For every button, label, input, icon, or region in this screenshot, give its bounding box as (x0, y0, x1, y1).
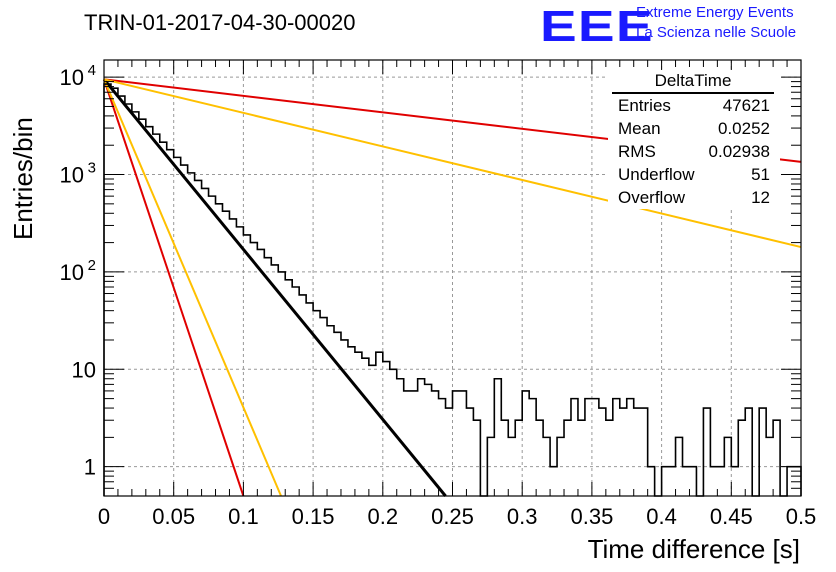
x-tick-label: 0.1 (228, 504, 259, 529)
x-axis-label: Time difference [s] (587, 534, 800, 564)
stats-value: 0.0252 (718, 119, 770, 138)
fit-curve (103, 79, 245, 497)
axis-ticks (103, 60, 802, 496)
logo-subtitle-2: La Scienza nelle Scuole (636, 24, 797, 41)
x-tick-label: 0.4 (646, 504, 677, 529)
stats-box: DeltaTime Entries 47621 Mean 0.0252 RMS … (608, 70, 780, 209)
stats-row: Underflow 51 (608, 163, 780, 186)
stats-row: Overflow 12 (608, 186, 780, 209)
x-tick-label: 0.5 (786, 504, 817, 529)
stats-label: Underflow (618, 165, 695, 184)
stats-value: 0.02938 (708, 142, 770, 161)
y-tick-label: 10 (72, 357, 96, 382)
tick-labels: 0 0.05 0.1 0.15 0.2 0.25 0.3 0.35 0.4 0.45 0.5 1 10 1… (60, 62, 817, 529)
eee-logo: EEE (540, 2, 654, 51)
y-tick-label: 10 (60, 65, 84, 90)
stats-label: RMS (618, 142, 656, 161)
stats-label: Entries (618, 96, 671, 115)
stats-value: 12 (751, 188, 770, 207)
x-tick-label: 0.35 (570, 504, 613, 529)
stats-value: 51 (751, 165, 770, 184)
histogram-series (103, 83, 802, 497)
x-tick-label: 0.25 (431, 504, 474, 529)
y-tick-label: 10 (60, 163, 84, 188)
x-tick-label: 0.45 (710, 504, 753, 529)
logo-subtitle-1: Extreme Energy Events (636, 4, 794, 21)
stats-label: Mean (618, 119, 661, 138)
stats-title: DeltaTime (612, 70, 774, 94)
stats-row: Mean 0.0252 (608, 117, 780, 140)
plot-title: TRIN-01-2017-04-30-00020 (84, 10, 356, 35)
y-tick-label: 1 (84, 455, 96, 480)
y-axis-label: Entries/bin (8, 117, 38, 240)
stats-value: 47621 (722, 96, 770, 115)
x-tick-label: 0.2 (368, 504, 399, 529)
stats-row: Entries 47621 (608, 94, 780, 117)
x-tick-label: 0 (98, 504, 110, 529)
stats-label: Overflow (618, 188, 686, 207)
y-tick-exponent: 3 (88, 160, 96, 177)
fit-curve (103, 78, 802, 249)
y-tick-exponent: 2 (88, 257, 96, 274)
fit-curve (102, 78, 447, 497)
stats-row: RMS 0.02938 (608, 140, 780, 163)
x-tick-label: 0.05 (152, 504, 195, 529)
y-tick-label: 10 (60, 260, 84, 285)
x-tick-label: 0.15 (292, 504, 335, 529)
fit-curve (103, 78, 282, 497)
y-tick-exponent: 4 (88, 62, 96, 79)
x-tick-label: 0.3 (507, 504, 538, 529)
